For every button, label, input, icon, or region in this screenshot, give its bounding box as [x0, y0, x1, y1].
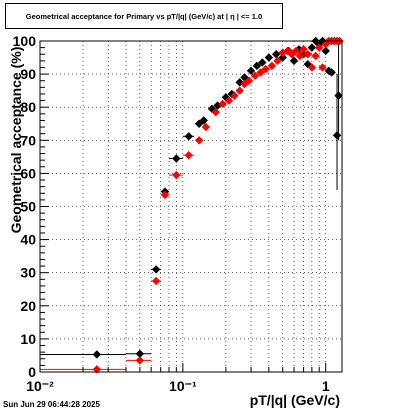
data-point — [311, 51, 320, 61]
data-point — [92, 365, 102, 374]
data-point — [252, 61, 262, 71]
series-black — [40, 36, 343, 359]
data-point — [160, 190, 170, 200]
data-point — [307, 63, 317, 72]
y-tick-label: 40 — [20, 232, 36, 248]
data-point — [246, 66, 256, 75]
data-point — [184, 150, 193, 160]
data-point — [295, 51, 305, 61]
data-point — [299, 45, 308, 54]
data-point — [151, 265, 161, 274]
data-point — [289, 56, 299, 66]
x-tick-label: 1 — [322, 378, 330, 394]
data-point — [318, 63, 327, 72]
data-series — [40, 36, 344, 374]
data-point — [261, 64, 270, 74]
y-tick-label: 100 — [13, 33, 37, 49]
data-point — [218, 99, 227, 109]
timestamp: Sun Jun 29 06:44:28 2025 — [3, 400, 100, 409]
data-point — [278, 53, 287, 62]
y-tick-label: 0 — [28, 364, 36, 380]
chart-title-box: Geometrical acceptance for Primary vs pT… — [5, 3, 283, 29]
data-point — [321, 46, 330, 56]
data-point — [271, 50, 281, 59]
data-point — [314, 43, 324, 52]
data-point — [244, 76, 254, 85]
data-point — [151, 276, 161, 286]
data-point — [92, 350, 102, 359]
axes: 0 10 20 30 40 50 60 70 80 90 100 10⁻² 10⁻¹ 1 — [13, 33, 343, 394]
grid-lines — [40, 41, 342, 372]
y-axis-label: Geometrical acceptance (%) — [8, 47, 24, 234]
data-point — [135, 349, 145, 358]
data-point — [211, 107, 220, 117]
data-point — [327, 68, 336, 77]
data-point — [172, 154, 181, 163]
data-point — [230, 91, 239, 100]
data-point — [334, 91, 343, 100]
series-red — [40, 36, 344, 374]
data-point — [264, 53, 274, 62]
data-point — [235, 86, 244, 95]
data-point — [184, 132, 193, 141]
data-point — [199, 116, 208, 125]
data-point — [194, 136, 204, 145]
x-tick-label: 10⁻¹ — [169, 378, 197, 394]
y-tick-label: 60 — [20, 165, 36, 181]
data-point — [267, 61, 277, 71]
y-tick-label: 20 — [20, 298, 36, 314]
data-point — [224, 96, 234, 105]
data-point — [332, 131, 342, 140]
data-point — [201, 122, 211, 132]
data-point — [307, 43, 317, 52]
y-tick-label: 10 — [20, 331, 36, 347]
data-point — [291, 46, 301, 56]
x-tick-label: 10⁻² — [26, 378, 54, 394]
data-point — [172, 170, 181, 180]
y-tick-label: 50 — [20, 199, 36, 215]
data-point — [258, 58, 267, 67]
data-point — [256, 68, 265, 77]
y-tick-label: 30 — [20, 265, 36, 281]
data-point — [135, 356, 145, 365]
data-point — [303, 50, 313, 59]
data-point — [250, 71, 260, 80]
x-axis-label: pT/|q| (GeV/c) — [250, 392, 340, 408]
data-point — [227, 89, 236, 99]
y-tick-label: 90 — [20, 66, 36, 82]
y-tick-label: 80 — [20, 99, 36, 115]
data-point — [273, 56, 282, 66]
chart-title: Geometrical acceptance for Primary vs pT… — [25, 11, 263, 21]
y-tick-label: 70 — [20, 132, 36, 148]
